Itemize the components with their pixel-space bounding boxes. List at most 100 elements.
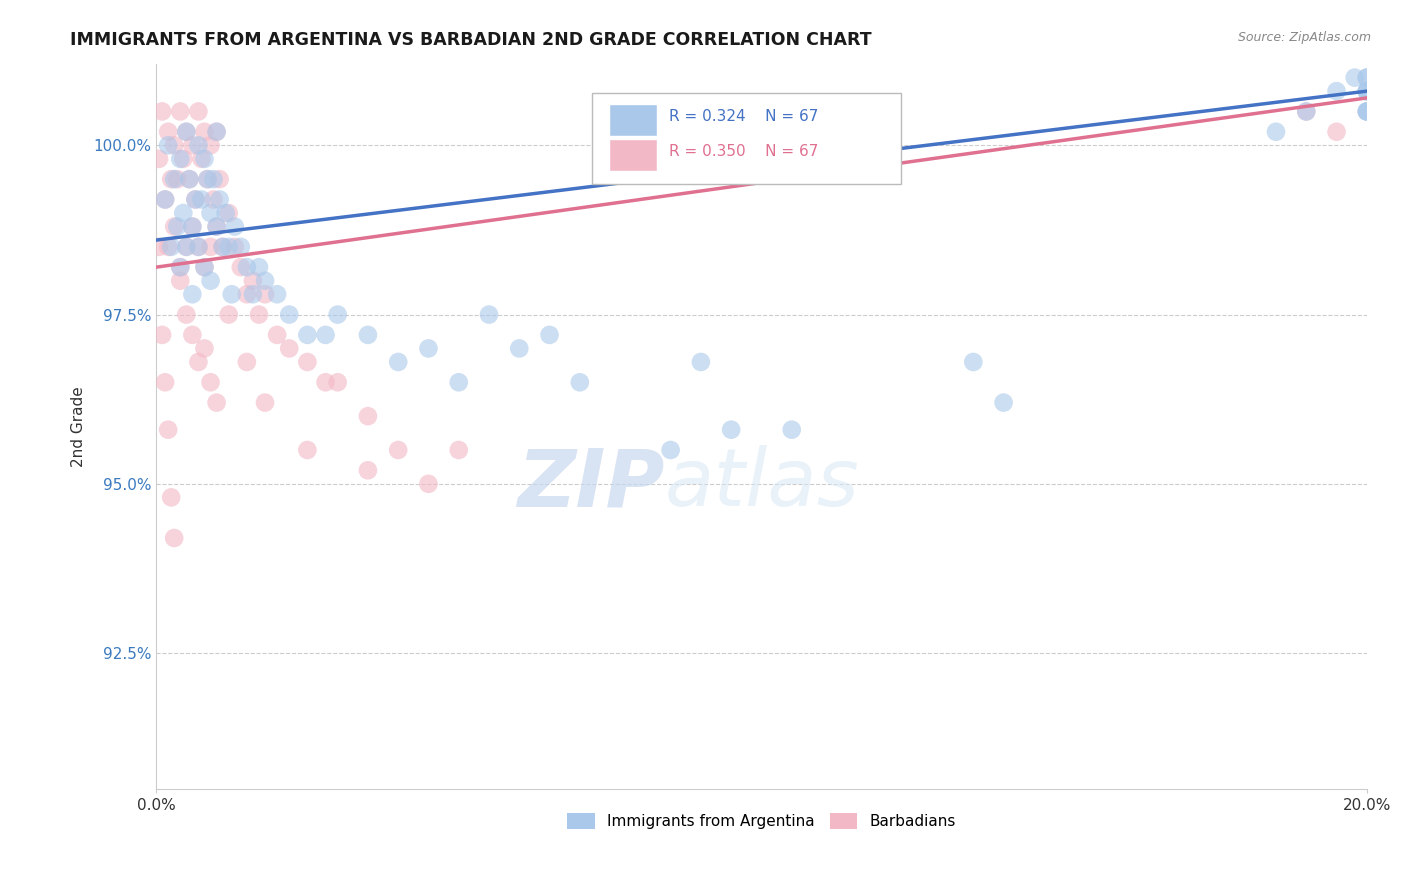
Point	[1355, 84, 1378, 98]
Point	[187, 355, 209, 369]
Point	[266, 327, 288, 342]
Point	[418, 476, 440, 491]
Point	[169, 152, 191, 166]
Text: atlas: atlas	[665, 445, 859, 524]
Point	[157, 138, 180, 153]
Point	[211, 240, 233, 254]
Point	[278, 342, 301, 356]
Text: IMMIGRANTS FROM ARGENTINA VS BARBADIAN 2ND GRADE CORRELATION CHART: IMMIGRANTS FROM ARGENTINA VS BARBADIAN 2…	[70, 31, 872, 49]
Point	[229, 240, 252, 254]
Point	[208, 172, 231, 186]
Text: ZIP: ZIP	[517, 445, 665, 524]
Point	[242, 274, 264, 288]
Point	[184, 193, 207, 207]
Point	[200, 376, 222, 390]
Point	[181, 219, 204, 234]
Point	[218, 240, 240, 254]
Point	[200, 206, 222, 220]
Point	[780, 423, 803, 437]
Point	[157, 125, 180, 139]
Point	[160, 491, 183, 505]
Point	[181, 327, 204, 342]
Point	[202, 193, 225, 207]
Point	[181, 287, 204, 301]
Point	[387, 355, 409, 369]
Point	[247, 260, 270, 275]
Point	[387, 442, 409, 457]
Point	[1355, 70, 1378, 85]
Point	[993, 395, 1015, 409]
Point	[187, 104, 209, 119]
Point	[447, 442, 470, 457]
Point	[169, 260, 191, 275]
Point	[193, 342, 215, 356]
Point	[211, 240, 233, 254]
Point	[197, 172, 219, 186]
Point	[266, 287, 288, 301]
Point	[208, 193, 231, 207]
FancyBboxPatch shape	[610, 105, 657, 136]
Point	[202, 172, 225, 186]
Point	[478, 308, 501, 322]
Point	[1326, 84, 1348, 98]
Point	[205, 395, 228, 409]
Point	[150, 327, 173, 342]
Y-axis label: 2nd Grade: 2nd Grade	[72, 386, 86, 467]
Point	[153, 193, 176, 207]
Point	[150, 104, 173, 119]
Legend: Immigrants from Argentina, Barbadians: Immigrants from Argentina, Barbadians	[561, 807, 962, 835]
Point	[176, 308, 198, 322]
Point	[193, 260, 215, 275]
Point	[163, 531, 186, 545]
Point	[148, 152, 170, 166]
Point	[1355, 104, 1378, 119]
Point	[357, 327, 380, 342]
Point	[224, 219, 246, 234]
Point	[193, 260, 215, 275]
Point	[357, 409, 380, 424]
FancyBboxPatch shape	[592, 93, 901, 184]
Point	[215, 206, 238, 220]
Point	[193, 152, 215, 166]
Point	[160, 172, 183, 186]
Point	[357, 463, 380, 477]
Point	[160, 240, 183, 254]
Point	[181, 219, 204, 234]
Point	[1355, 104, 1378, 119]
Point	[253, 395, 276, 409]
Point	[278, 308, 301, 322]
Point	[962, 355, 984, 369]
Point	[1355, 104, 1378, 119]
Text: R = 0.350    N = 67: R = 0.350 N = 67	[669, 145, 818, 159]
Point	[297, 327, 319, 342]
Point	[1295, 104, 1317, 119]
Point	[169, 260, 191, 275]
Point	[326, 308, 349, 322]
Point	[224, 240, 246, 254]
Point	[190, 193, 212, 207]
Point	[297, 442, 319, 457]
Point	[236, 287, 259, 301]
Point	[242, 287, 264, 301]
Point	[1355, 84, 1378, 98]
Point	[176, 125, 198, 139]
Point	[1344, 70, 1367, 85]
Point	[163, 138, 186, 153]
Point	[1355, 84, 1378, 98]
Point	[297, 355, 319, 369]
Point	[205, 219, 228, 234]
Point	[163, 172, 186, 186]
Point	[1355, 70, 1378, 85]
Point	[326, 376, 349, 390]
Point	[200, 274, 222, 288]
Point	[236, 355, 259, 369]
Point	[169, 104, 191, 119]
Point	[568, 376, 591, 390]
Point	[166, 172, 188, 186]
Point	[315, 376, 337, 390]
Point	[418, 342, 440, 356]
Point	[218, 308, 240, 322]
Point	[659, 442, 682, 457]
Point	[166, 219, 188, 234]
Point	[508, 342, 530, 356]
